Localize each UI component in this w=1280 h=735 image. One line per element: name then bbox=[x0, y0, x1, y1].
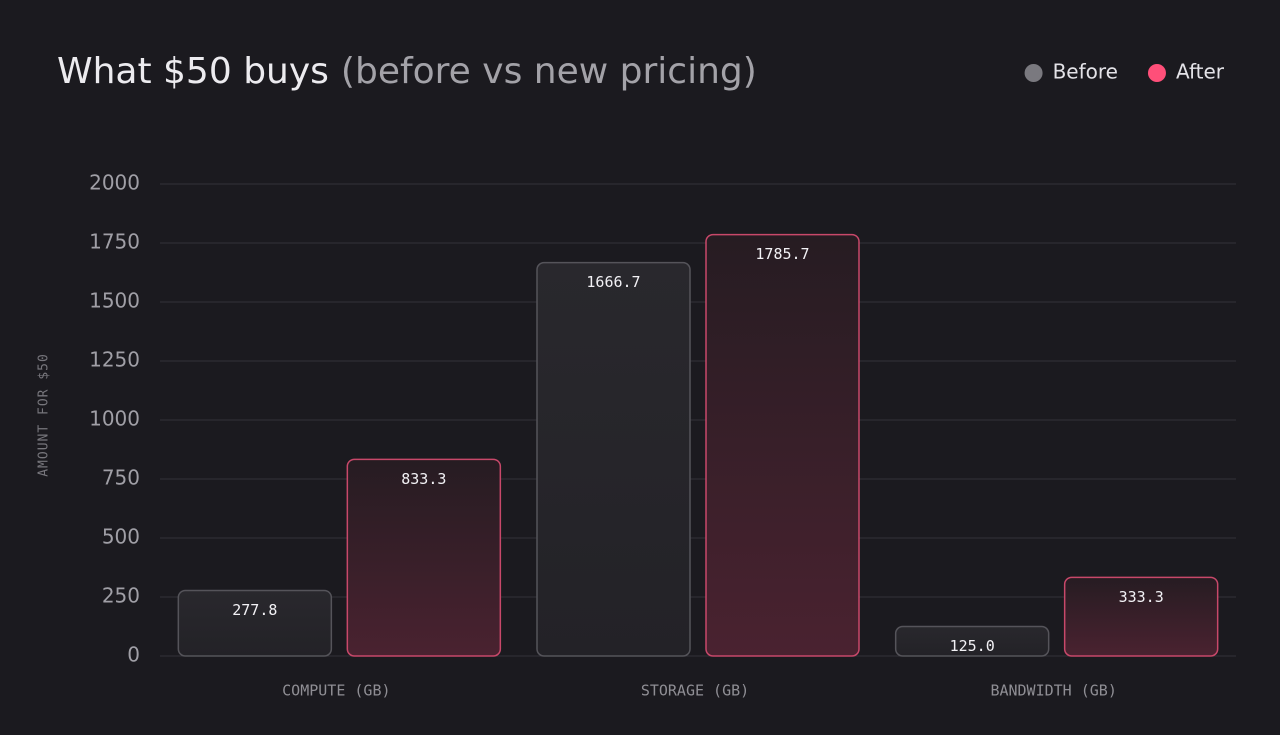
x-tick-label: STORAGE (GB) bbox=[641, 682, 749, 700]
bar bbox=[894, 625, 1050, 657]
data-label: 1785.7 bbox=[755, 245, 809, 263]
legend-swatch bbox=[1147, 64, 1166, 82]
x-tick-label: BANDWIDTH (GB) bbox=[990, 682, 1116, 700]
title: What $50 buys bbox=[57, 51, 329, 92]
y-tick-label: 750 bbox=[102, 466, 140, 490]
subtitle: (before vs new pricing) bbox=[341, 51, 757, 92]
y-tick-label: 2000 bbox=[89, 171, 140, 195]
y-tick-label: 500 bbox=[102, 525, 140, 549]
data-label: 125.0 bbox=[950, 637, 995, 655]
bar bbox=[705, 233, 860, 657]
y-axis-label: AMOUNT FOR $50 bbox=[37, 353, 52, 477]
legend-swatch bbox=[1024, 64, 1043, 82]
bar bbox=[346, 458, 502, 657]
legend-label: After bbox=[1176, 60, 1225, 84]
bar bbox=[1063, 576, 1219, 657]
data-label: 1666.7 bbox=[586, 273, 640, 291]
x-tick-label: COMPUTE (GB) bbox=[282, 682, 390, 700]
y-tick-label: 1250 bbox=[89, 348, 140, 372]
chart-title: What $50 buys (before vs new pricing) bbox=[57, 51, 757, 92]
legend-label: Before bbox=[1053, 60, 1118, 84]
data-label: 333.3 bbox=[1119, 588, 1164, 606]
bar bbox=[536, 261, 691, 657]
y-tick-label: 1000 bbox=[89, 407, 140, 431]
data-label: 277.8 bbox=[232, 601, 277, 619]
y-tick-label: 250 bbox=[102, 584, 140, 608]
data-label: 833.3 bbox=[401, 470, 446, 488]
bar bbox=[177, 589, 333, 657]
y-tick-label: 1750 bbox=[89, 230, 140, 254]
y-tick-label: 0 bbox=[127, 643, 140, 667]
y-tick-label: 1500 bbox=[89, 289, 140, 313]
